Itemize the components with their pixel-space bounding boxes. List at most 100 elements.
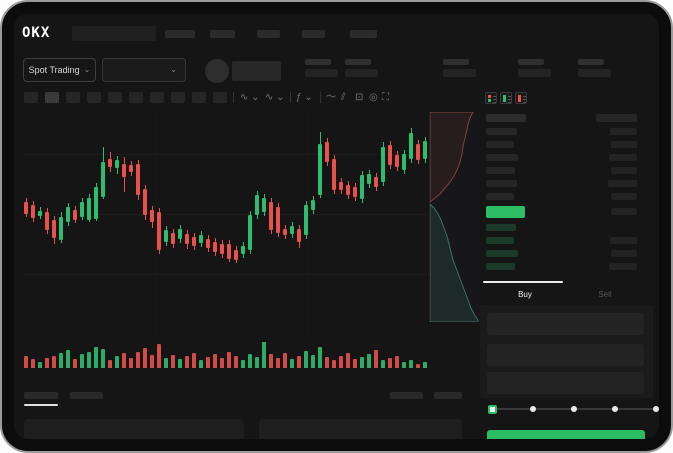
timeframe-button[interactable] [150, 92, 164, 103]
depth-chart [429, 111, 480, 323]
volume-bar [31, 359, 35, 368]
timeframe-button[interactable] [45, 92, 59, 103]
candle [66, 207, 70, 222]
nav-item[interactable] [210, 30, 235, 38]
ask-row-price-bar[interactable] [486, 154, 518, 161]
order-input-price[interactable] [487, 313, 644, 335]
bid-row-amount-bar[interactable] [610, 237, 637, 244]
candle [59, 217, 63, 240]
candle [409, 133, 413, 159]
slider-handle[interactable] [488, 405, 497, 414]
bid-row-price-bar[interactable] [486, 250, 518, 257]
ask-row-price-bar[interactable] [486, 128, 517, 135]
pair-dropdown[interactable]: ⌄ [102, 58, 186, 82]
candle [402, 154, 406, 170]
ask-row-amount-bar[interactable] [611, 167, 637, 174]
ask-row-amount-bar[interactable] [611, 193, 637, 200]
draw-tool-icon[interactable]: ⫽ [341, 92, 346, 103]
candle [52, 220, 56, 238]
slider-step-dot[interactable] [653, 406, 659, 412]
ask-row-price-bar[interactable] [486, 141, 514, 148]
orderbook-layout-icon[interactable] [485, 92, 497, 104]
compare-icon[interactable]: 〜 [326, 92, 336, 103]
candle [213, 242, 217, 252]
volume-bar [185, 356, 189, 368]
volume-bar [304, 351, 308, 368]
history-panel-placeholder[interactable] [259, 419, 462, 439]
slider-step-dot[interactable] [571, 406, 577, 412]
timeframe-button[interactable] [129, 92, 143, 103]
candle [45, 212, 49, 230]
candle [346, 185, 350, 195]
indicators-icon[interactable]: ƒ ⌄ [296, 92, 313, 103]
orders-panel-placeholder[interactable] [24, 419, 244, 439]
candle [220, 244, 224, 254]
bid-row-amount-bar[interactable] [609, 263, 637, 270]
orderbook-layout-icon[interactable] [500, 92, 512, 104]
bottom-tab[interactable] [70, 392, 103, 399]
nav-item[interactable] [165, 30, 195, 38]
chevron-down-icon: ⌄ [170, 65, 177, 74]
tab-sell[interactable]: Sell [598, 290, 612, 299]
volume-bar [388, 358, 392, 368]
candle [199, 235, 203, 243]
bid-row-price-bar[interactable] [486, 224, 516, 231]
volume-bar [381, 360, 385, 368]
volume-bar [262, 342, 266, 368]
candle [290, 226, 294, 234]
timeframe-button[interactable] [66, 92, 80, 103]
candle [311, 200, 315, 210]
volume-bar [311, 355, 315, 368]
ask-row-amount-bar[interactable] [609, 154, 637, 161]
timeframe-button[interactable] [87, 92, 101, 103]
nav-item[interactable] [350, 30, 377, 38]
settings-icon[interactable]: ◎ [369, 92, 378, 103]
ask-row-amount-bar[interactable] [610, 128, 637, 135]
bottom-tab[interactable] [390, 392, 423, 399]
bottom-tab[interactable] [24, 392, 58, 399]
candlestick-chart [14, 14, 659, 439]
market-type-dropdown[interactable]: Spot Trading ⌄ [23, 58, 96, 82]
order-input-total[interactable] [487, 372, 644, 394]
ask-row-price-bar[interactable] [486, 180, 517, 187]
orderbook-layout-icon[interactable] [515, 92, 527, 104]
volume-bar [87, 352, 91, 368]
candle-type-icon[interactable]: ∿ ⌄ [265, 92, 285, 103]
stat-label-placeholder [518, 59, 544, 65]
timeframe-button[interactable] [192, 92, 206, 103]
ask-row-amount-bar[interactable] [608, 180, 637, 187]
bid-row-amount-bar[interactable] [611, 250, 637, 257]
volume-bar [136, 352, 140, 368]
buy-submit-button[interactable] [487, 430, 645, 439]
toolbar-divider [290, 92, 291, 103]
timeframe-button[interactable] [171, 92, 185, 103]
ask-row-price-bar[interactable] [486, 193, 514, 200]
volume-bar [332, 360, 336, 368]
last-price-block[interactable] [486, 206, 525, 218]
volume-bar [402, 362, 406, 368]
nav-item[interactable] [257, 30, 280, 38]
timeframe-button[interactable] [108, 92, 122, 103]
fullscreen-icon[interactable]: ⛶ [382, 92, 389, 103]
nav-item[interactable] [302, 30, 325, 38]
volume-bar [353, 359, 357, 368]
bottom-tab[interactable] [434, 392, 462, 399]
tab-buy[interactable]: Buy [518, 290, 532, 299]
volume-bar [157, 344, 161, 368]
ask-row-price-bar[interactable] [486, 167, 515, 174]
line-style-icon[interactable]: ∿ ⌄ [240, 92, 260, 103]
order-input-amount[interactable] [487, 344, 644, 366]
volume-bar [416, 364, 420, 368]
ask-row-amount-bar[interactable] [611, 141, 637, 148]
snapshot-icon[interactable]: ⊡ [355, 92, 364, 103]
slider-step-dot[interactable] [530, 406, 536, 412]
bid-row-price-bar[interactable] [486, 263, 515, 270]
slider-step-dot[interactable] [612, 406, 618, 412]
search-placeholder[interactable] [72, 26, 156, 41]
volume-bar [192, 353, 196, 368]
last-price-amount-bar [611, 208, 637, 215]
volume-bar [80, 354, 84, 368]
timeframe-button[interactable] [213, 92, 227, 103]
bid-row-price-bar[interactable] [486, 237, 514, 244]
timeframe-button[interactable] [24, 92, 38, 103]
